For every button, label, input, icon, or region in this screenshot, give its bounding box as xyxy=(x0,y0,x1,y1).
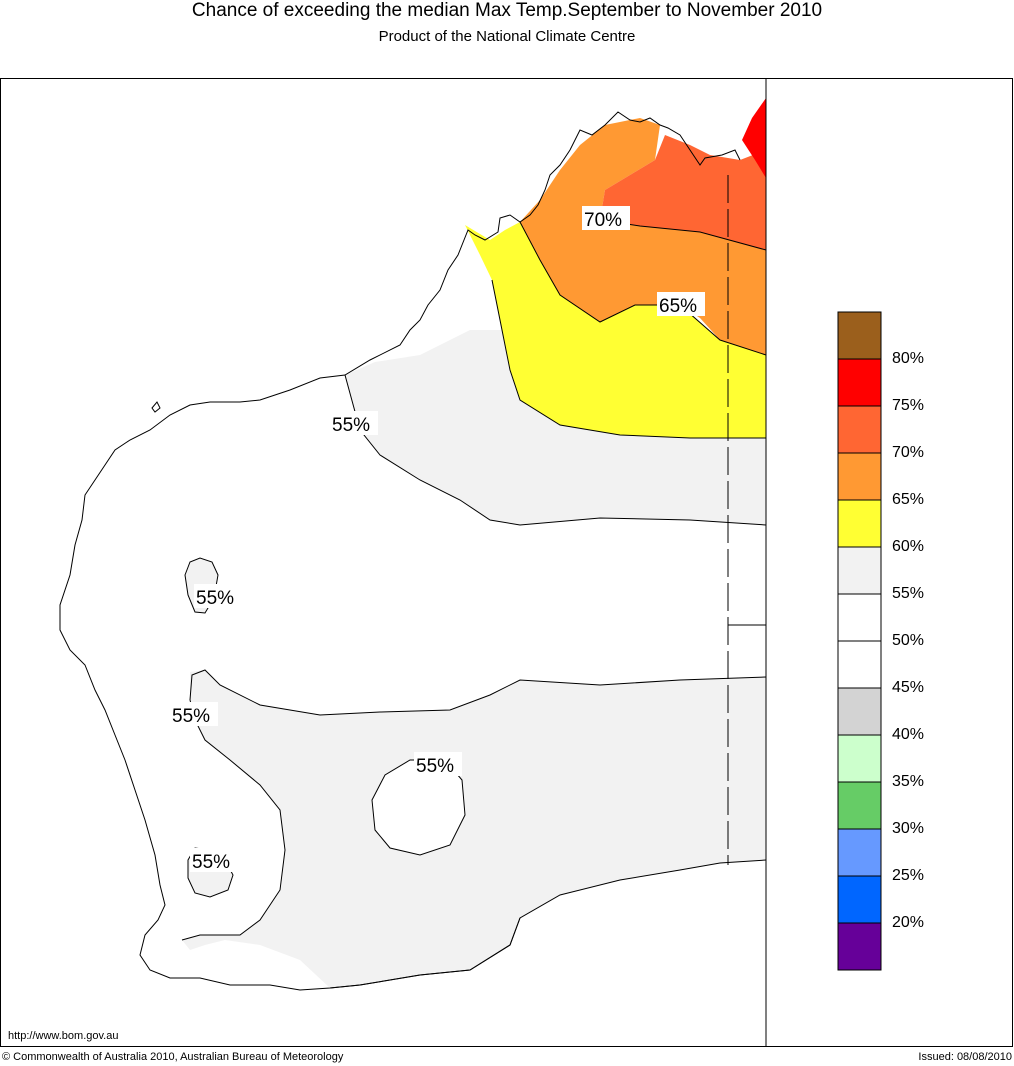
legend-label: 20% xyxy=(892,914,925,931)
legend-label: 45% xyxy=(892,679,925,696)
contour-65 xyxy=(519,221,767,356)
legend-label: 55% xyxy=(892,585,925,602)
legend-swatch xyxy=(837,687,882,736)
contour-label-65: 65% xyxy=(657,292,705,317)
region-75 xyxy=(742,98,766,178)
map-title: Chance of exceeding the median Max Temp.… xyxy=(191,0,823,21)
legend-swatch xyxy=(837,358,882,407)
legend-swatch xyxy=(837,311,882,360)
legend-label: 70% xyxy=(892,444,925,461)
contour-label-text: 55% xyxy=(332,415,370,436)
legend-swatch xyxy=(837,546,882,595)
legend-label: 25% xyxy=(892,867,925,884)
copyright-notice: © Commonwealth of Australia 2010, Austra… xyxy=(2,1051,344,1063)
contour-label-55-north: 55% xyxy=(330,411,378,436)
contour-label-text: 70% xyxy=(584,210,622,231)
contour-label-55-west: 55% xyxy=(170,702,218,727)
legend-label: 50% xyxy=(892,632,925,649)
issued-date: Issued: 08/08/2010 xyxy=(918,1051,1012,1063)
legend-swatch xyxy=(837,405,882,454)
legend-label: 80% xyxy=(892,350,925,367)
region-55-south xyxy=(182,670,766,988)
legend-swatch xyxy=(837,499,882,548)
map-frame xyxy=(0,78,1013,1047)
legend-swatch xyxy=(837,922,882,971)
contour-label-55-oval: 55% xyxy=(194,584,242,609)
contour-label-text: 55% xyxy=(196,588,234,609)
region-50-hole xyxy=(371,759,466,856)
contour-label-text: 65% xyxy=(659,296,697,317)
legend-swatch xyxy=(837,734,882,783)
legend-label: 65% xyxy=(892,491,925,508)
contour-label-55-south: 55% xyxy=(190,848,238,873)
legend-swatch xyxy=(837,828,882,877)
legend-swatch xyxy=(837,452,882,501)
region-55-central xyxy=(345,330,766,525)
contour-60 xyxy=(491,279,766,439)
contour-label-text: 55% xyxy=(172,706,210,727)
contour-55-lower xyxy=(181,669,767,941)
coastline xyxy=(59,111,741,991)
island-small xyxy=(151,401,161,413)
contour-label-70: 70% xyxy=(582,206,630,231)
legend-color-scale xyxy=(837,311,882,971)
region-60 xyxy=(465,222,766,438)
legend-label: 75% xyxy=(892,397,925,414)
legend-swatch xyxy=(837,875,882,924)
contour-label-text: 55% xyxy=(192,852,230,873)
source-url[interactable]: http://www.bom.gov.au xyxy=(8,1030,119,1042)
legend-swatch xyxy=(837,640,882,689)
legend-label: 60% xyxy=(892,538,925,555)
map-subtitle: Product of the National Climate Centre xyxy=(378,28,636,45)
region-70 xyxy=(600,135,766,250)
legend-swatch xyxy=(837,781,882,830)
legend-label: 40% xyxy=(892,726,925,743)
legend-label: 30% xyxy=(892,820,925,837)
contour-55-upper xyxy=(344,374,767,526)
legend-label: 35% xyxy=(892,773,925,790)
contour-label-text: 55% xyxy=(416,756,454,777)
legend-swatch xyxy=(837,593,882,642)
contour-label-55-hole: 55% xyxy=(414,752,462,777)
